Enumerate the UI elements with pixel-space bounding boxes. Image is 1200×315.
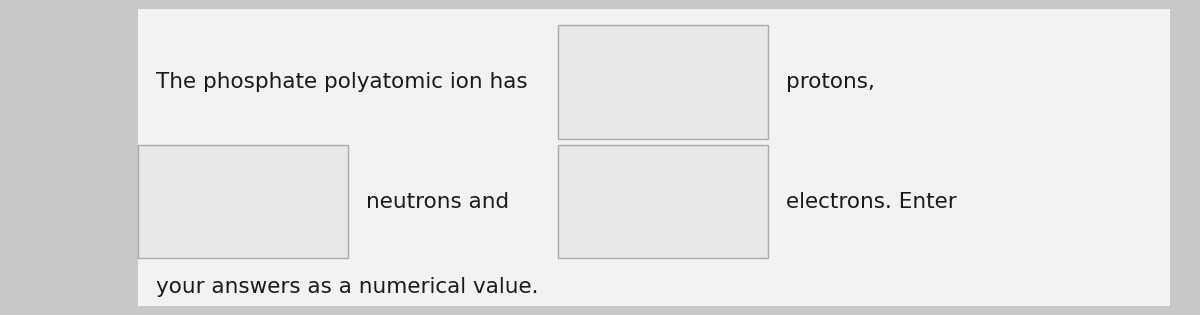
Text: your answers as a numerical value.: your answers as a numerical value. — [156, 277, 539, 297]
Text: electrons. Enter: electrons. Enter — [786, 192, 956, 212]
Text: neutrons and: neutrons and — [366, 192, 509, 212]
Text: The phosphate polyatomic ion has: The phosphate polyatomic ion has — [156, 72, 528, 92]
FancyBboxPatch shape — [138, 9, 1170, 306]
FancyBboxPatch shape — [558, 25, 768, 139]
FancyBboxPatch shape — [138, 145, 348, 258]
Text: protons,: protons, — [786, 72, 875, 92]
FancyBboxPatch shape — [558, 145, 768, 258]
